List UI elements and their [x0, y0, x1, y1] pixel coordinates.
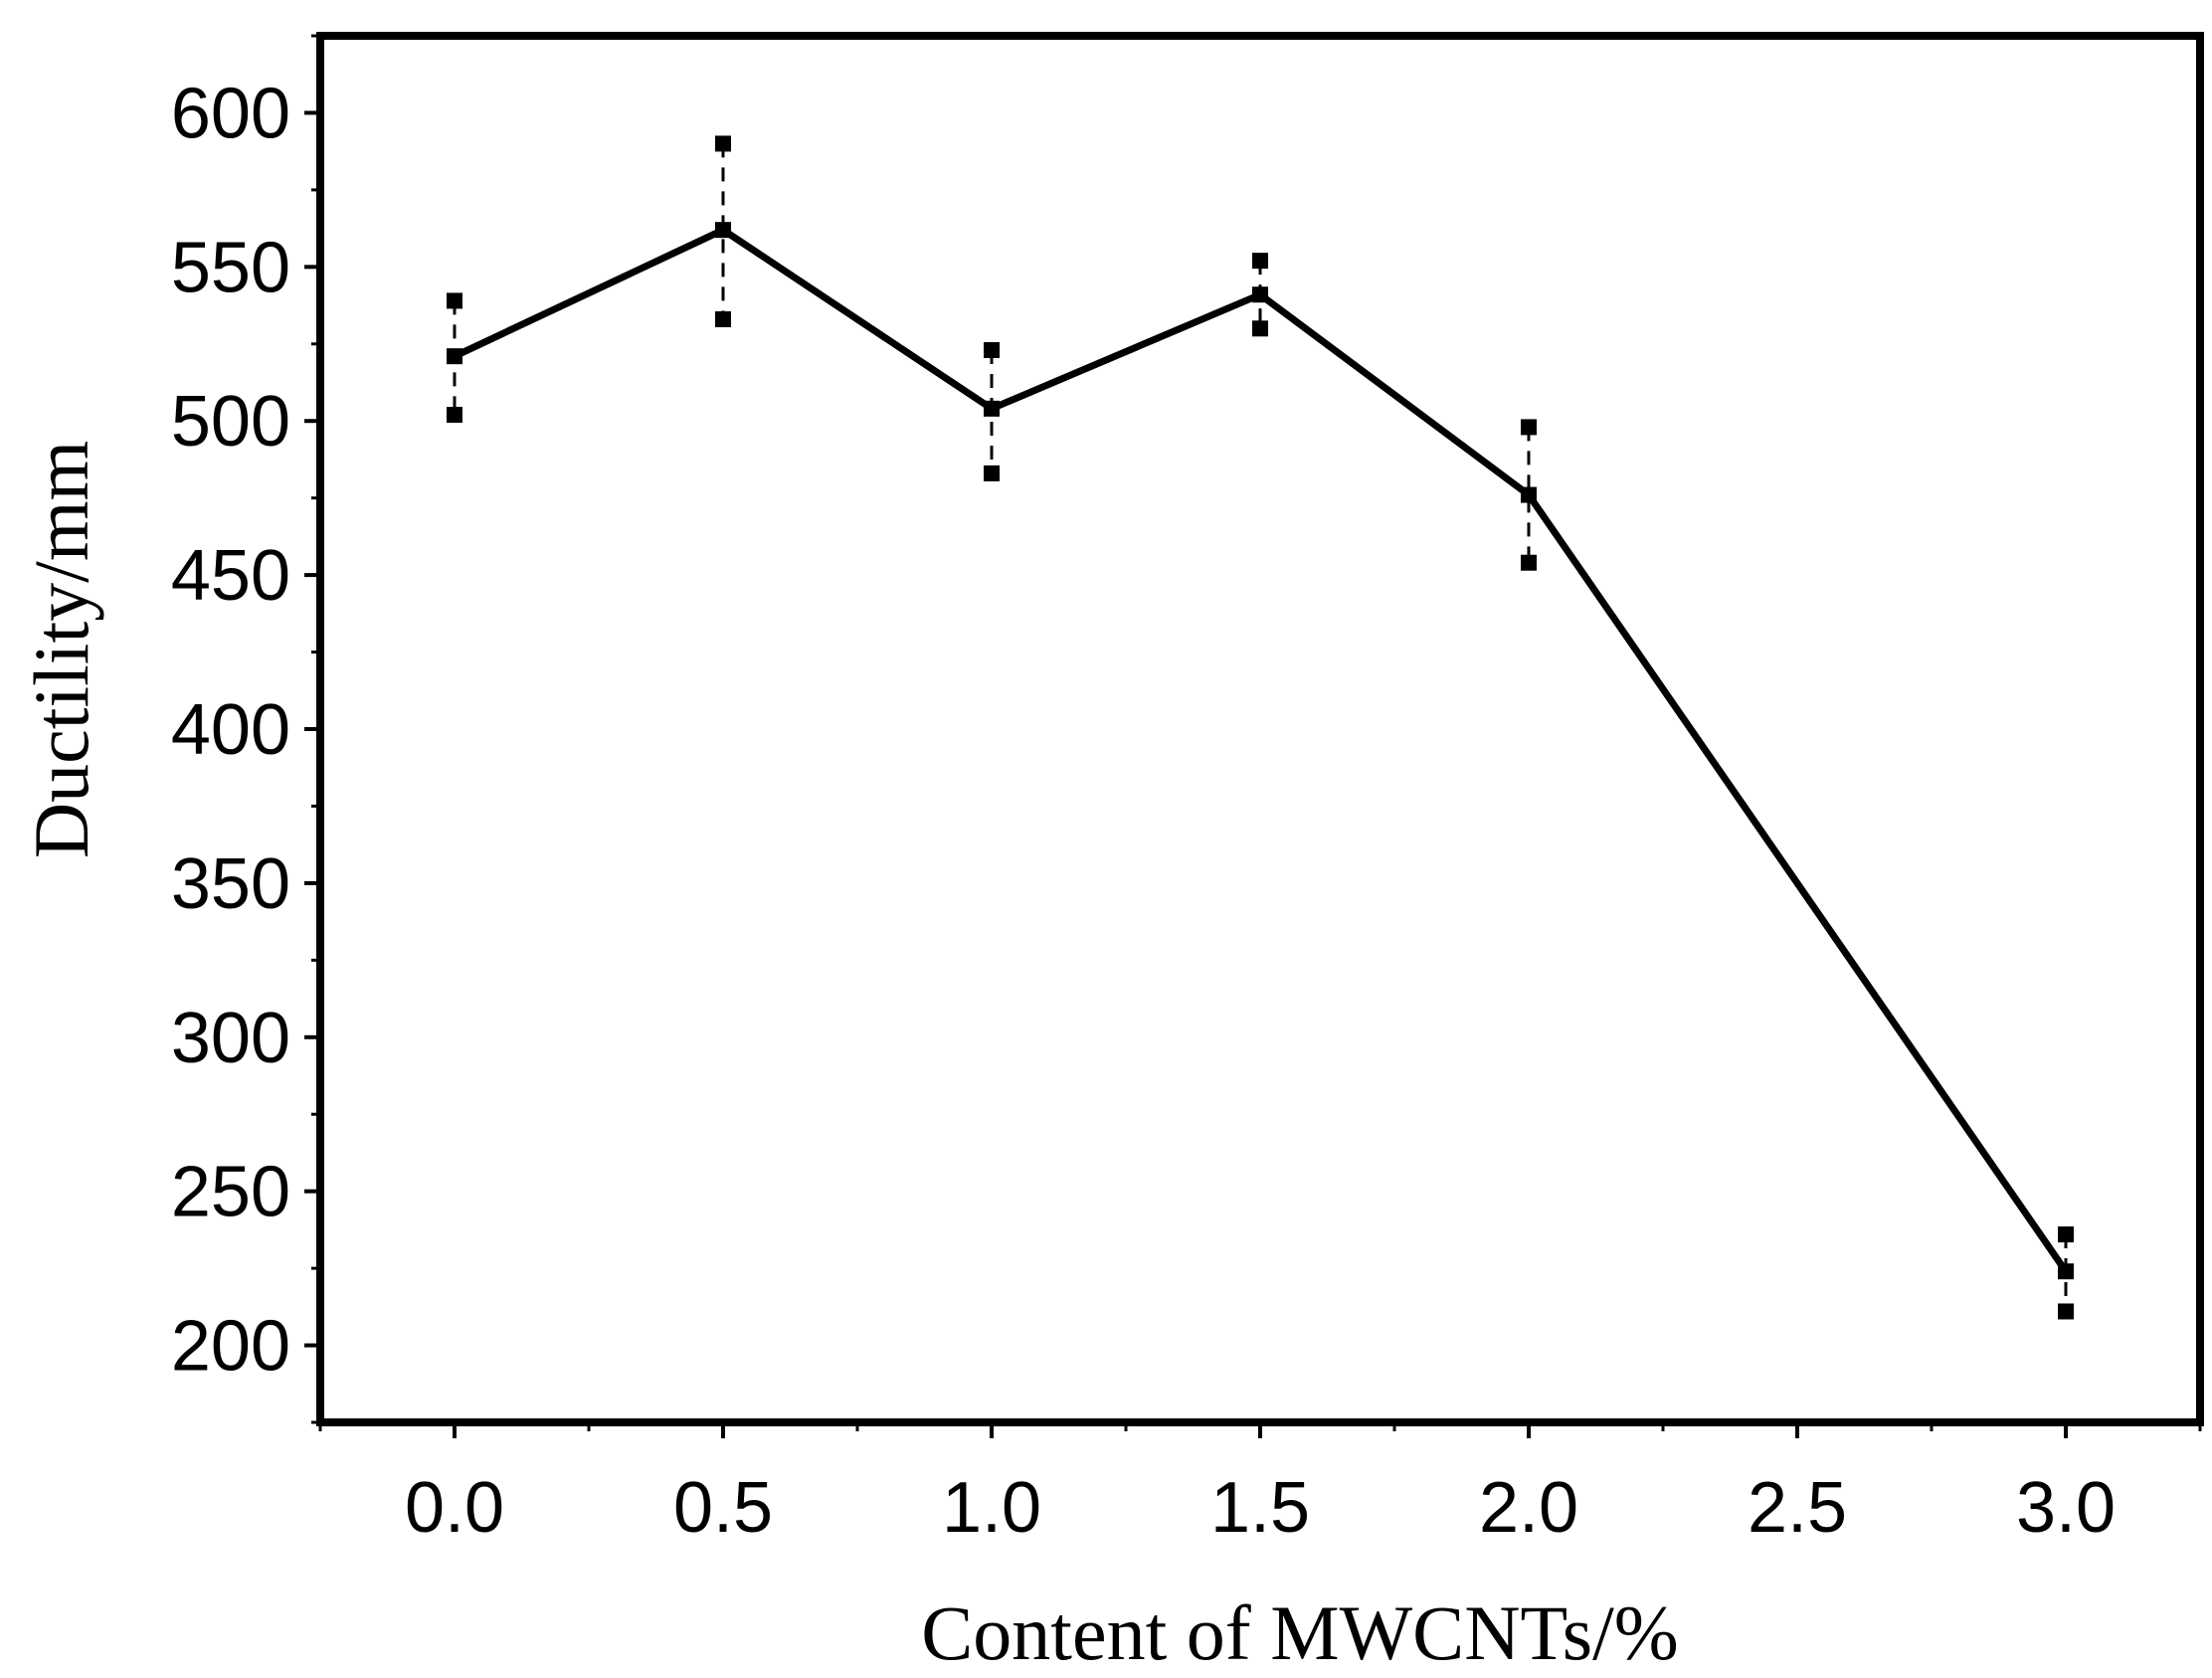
x-tick-label: 2.5 [1748, 1468, 1847, 1548]
error-cap-upper [447, 292, 462, 309]
y-tick-label: 500 [171, 382, 290, 462]
y-tick-label: 550 [171, 228, 290, 307]
y-axis-title: Ductility/mm [18, 441, 104, 858]
y-tick-label: 600 [171, 74, 290, 153]
error-cap-lower [2058, 1303, 2074, 1320]
error-cap-lower [984, 465, 1000, 481]
plot-frame [316, 32, 2204, 1426]
error-cap-lower [1521, 554, 1537, 571]
error-cap-lower [447, 407, 462, 424]
y-tick-label: 300 [171, 999, 290, 1078]
x-tick-label: 0.5 [673, 1468, 773, 1548]
y-tick-label: 400 [171, 690, 290, 770]
x-axis-ticks: 0.0 0.5 1.0 1.5 2.0 2.5 3.0 [318, 1422, 2202, 1548]
x-tick-label: 3.0 [2016, 1468, 2116, 1548]
y-tick-label: 350 [171, 844, 290, 924]
y-tick-label: 250 [171, 1153, 290, 1232]
error-cap-upper [1521, 419, 1537, 436]
y-axis-ticks: 200 250 300 350 400 450 500 550 600 [171, 34, 320, 1424]
error-cap-upper [1252, 253, 1268, 270]
x-tick-label: 1.5 [1210, 1468, 1310, 1548]
x-tick-label: 0.0 [405, 1468, 504, 1548]
error-cap-upper [2058, 1226, 2074, 1243]
error-cap-lower [715, 310, 731, 327]
x-axis-title: Content of MWCNTs/% [921, 1589, 1679, 1676]
y-tick-label: 200 [171, 1307, 290, 1387]
series-line-ductility [453, 226, 2069, 1274]
x-tick-label: 2.0 [1479, 1468, 1578, 1548]
y-tick-label: 450 [171, 536, 290, 616]
error-cap-upper [984, 341, 1000, 358]
error-cap-upper [715, 135, 731, 152]
error-cap-lower [1252, 320, 1268, 337]
x-tick-label: 1.0 [942, 1468, 1041, 1548]
